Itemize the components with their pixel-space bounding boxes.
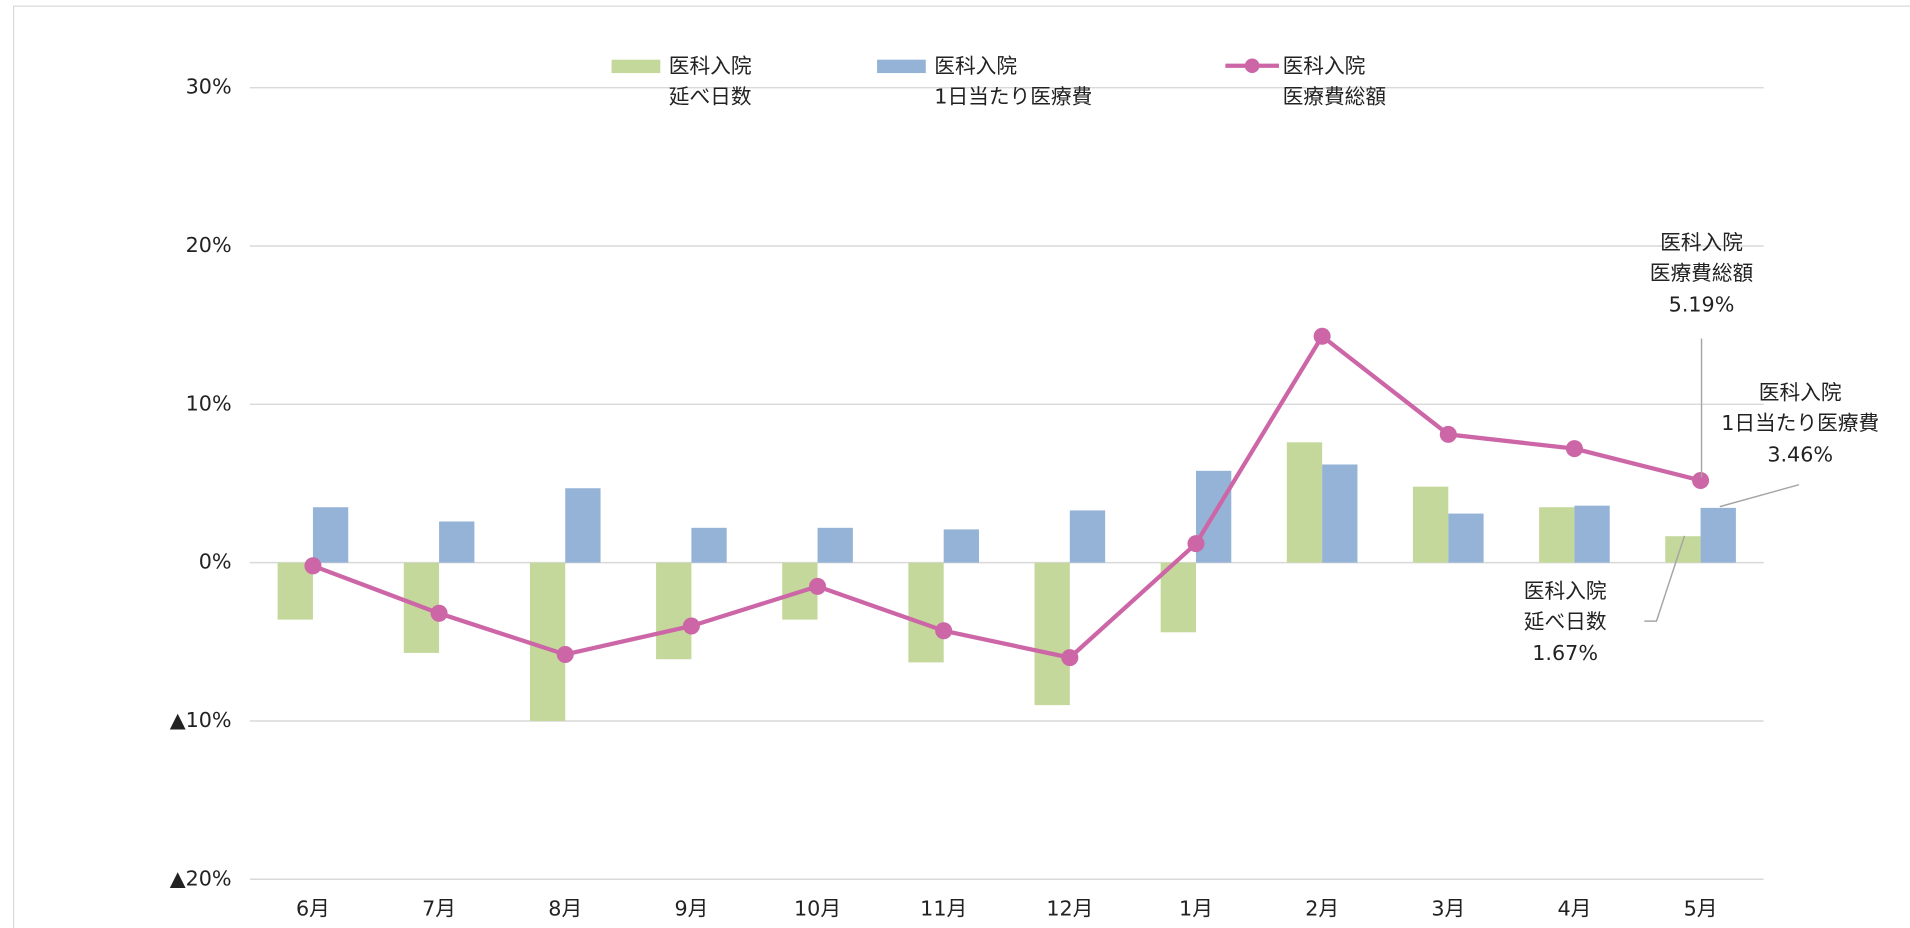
bar [943, 529, 980, 563]
bar [1412, 486, 1449, 563]
bar [817, 527, 853, 563]
bar [1539, 507, 1575, 563]
bar [691, 527, 727, 563]
marker [304, 557, 322, 575]
x-tick-label: 11月 [920, 897, 967, 921]
bar [1700, 507, 1736, 563]
legend-label: 医科入院延べ日数 [669, 54, 752, 108]
data-label: 3.46% [1767, 442, 1833, 466]
x-tick-label: 8月 [548, 897, 582, 921]
bar [439, 521, 475, 563]
x-tick-label: 10月 [794, 897, 841, 921]
marker [935, 622, 953, 640]
y-tick-label: 0% [199, 550, 232, 574]
marker [430, 604, 448, 622]
x-tick-label: 9月 [674, 897, 708, 921]
x-tick-label: 12月 [1046, 897, 1093, 921]
legend-swatch [1244, 58, 1260, 74]
bar [1322, 464, 1358, 563]
bar [1160, 562, 1196, 633]
y-tick-label: ▲10% [170, 708, 232, 732]
x-tick-label: 4月 [1557, 897, 1591, 921]
annotation-name: 医科入院延べ日数 [1524, 579, 1607, 633]
annotation-name: 医科入院医療費総額 [1650, 231, 1753, 285]
y-tick-label: ▲20% [170, 866, 232, 890]
marker [556, 645, 574, 663]
x-tick-label: 5月 [1684, 897, 1718, 921]
legend-label: 医科入院医療費総額 [1283, 54, 1386, 108]
marker [1692, 471, 1710, 490]
x-tick-label: 2月 [1305, 897, 1339, 921]
bar [656, 562, 692, 660]
bar [565, 488, 601, 563]
x-tick-label: 1月 [1179, 897, 1213, 921]
bar [1034, 562, 1070, 706]
bar [1448, 513, 1484, 563]
bar [529, 562, 566, 721]
chart-border [12, 5, 1910, 928]
leader-line [1644, 535, 1686, 622]
y-tick-label: 30% [186, 75, 232, 99]
y-tick-label: 20% [186, 233, 232, 257]
bar [312, 507, 349, 563]
annotation-name: 医科入院 1日当たり医療費 [1721, 380, 1879, 434]
bar [1286, 442, 1323, 563]
bar [1069, 510, 1106, 563]
x-tick-label: 3月 [1431, 897, 1465, 921]
marker [809, 577, 827, 595]
legend-swatch [611, 59, 661, 74]
marker [1313, 327, 1331, 345]
marker [1439, 425, 1457, 443]
bar [908, 562, 944, 663]
leader-line [1719, 483, 1800, 508]
legend-label: 医科入院 1日当たり医療費 [934, 54, 1092, 108]
line [312, 333, 1702, 660]
x-tick-label: 6月 [296, 897, 330, 921]
x-tick-label: 7月 [422, 897, 456, 921]
bar [277, 562, 313, 620]
bar [1574, 505, 1610, 563]
data-label: 1.67% [1532, 641, 1598, 665]
marker [1187, 535, 1205, 553]
marker [1061, 649, 1079, 667]
legend-swatch [877, 59, 926, 74]
marker [1565, 440, 1583, 458]
y-tick-label: 10% [186, 391, 232, 415]
marker [682, 617, 700, 635]
data-label: 5.19% [1669, 293, 1735, 317]
